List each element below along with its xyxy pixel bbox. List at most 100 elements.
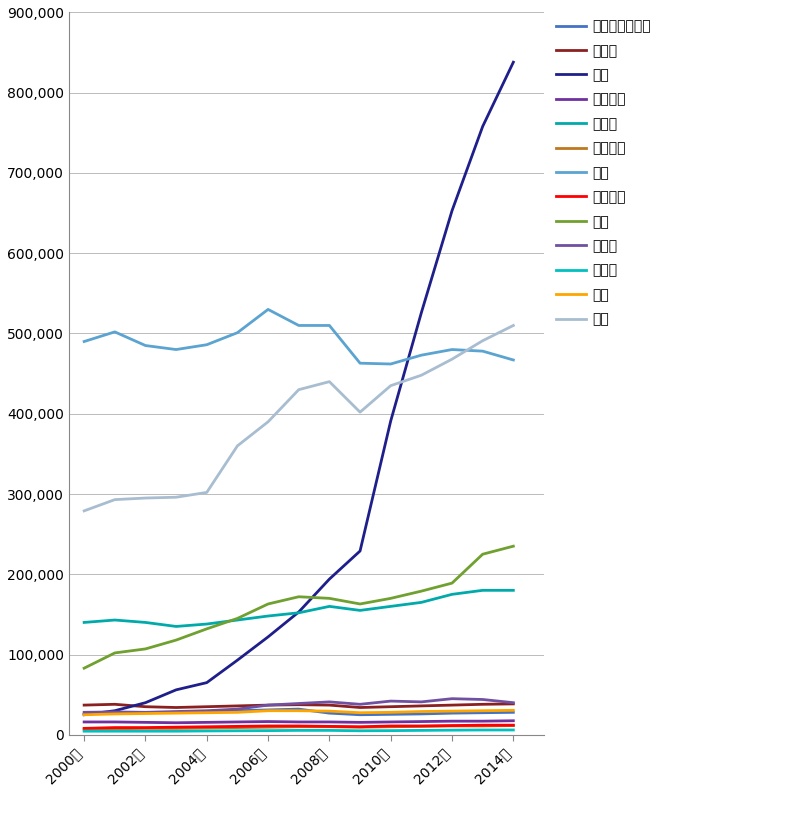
韓国 [294, 592, 303, 602]
日本 [417, 350, 426, 360]
オランダ [294, 721, 303, 731]
ロシア [202, 706, 211, 716]
日本 [355, 358, 365, 368]
オランダ [447, 721, 457, 731]
ドイツ [447, 590, 457, 600]
イタリア [325, 721, 334, 731]
スイス [79, 726, 89, 736]
オーストラリア [325, 708, 334, 718]
ロシア [79, 707, 89, 717]
米国 [355, 407, 365, 418]
中国 [141, 698, 150, 708]
フランス [233, 717, 242, 727]
Line: 韓国: 韓国 [84, 546, 514, 668]
中国 [171, 685, 181, 695]
ドイツ [417, 597, 426, 607]
ドイツ [171, 621, 181, 631]
Line: イタリア: イタリア [84, 726, 514, 729]
中国 [509, 57, 518, 67]
中国 [325, 574, 334, 584]
英国 [386, 707, 395, 717]
Line: 米国: 米国 [84, 326, 514, 511]
オランダ [202, 721, 211, 731]
日本 [141, 341, 150, 351]
スイス [171, 726, 181, 736]
オーストラリア [294, 704, 303, 714]
韓国 [263, 599, 273, 609]
イタリア [79, 724, 89, 734]
米国 [478, 336, 487, 346]
カナダ [355, 702, 365, 712]
韓国 [110, 648, 119, 658]
日本 [202, 340, 211, 350]
米国 [263, 417, 273, 427]
ドイツ [79, 617, 89, 627]
フランス [294, 717, 303, 727]
韓国 [478, 549, 487, 559]
フランス [417, 716, 426, 726]
ロシア [263, 700, 273, 710]
中国 [447, 205, 457, 215]
英国 [233, 707, 242, 717]
イタリア [509, 721, 518, 731]
オランダ [263, 721, 273, 731]
ロシア [141, 707, 150, 717]
日本 [325, 321, 334, 331]
英国 [478, 706, 487, 716]
韓国 [141, 644, 150, 654]
Line: オーストラリア: オーストラリア [84, 709, 514, 715]
ドイツ [294, 608, 303, 618]
スイス [386, 726, 395, 736]
韓国 [171, 635, 181, 645]
イタリア [141, 723, 150, 733]
日本 [509, 355, 518, 365]
韓国 [417, 586, 426, 596]
韓国 [325, 594, 334, 604]
オランダ [233, 721, 242, 731]
ロシア [110, 707, 119, 717]
フランス [79, 717, 89, 727]
オーストラリア [478, 708, 487, 718]
カナダ [447, 700, 457, 710]
中国 [110, 706, 119, 716]
フランス [478, 716, 487, 726]
韓国 [79, 663, 89, 673]
韓国 [355, 599, 365, 609]
イタリア [263, 722, 273, 732]
日本 [171, 345, 181, 355]
米国 [233, 441, 242, 451]
米国 [509, 321, 518, 331]
ロシア [417, 697, 426, 707]
フランス [447, 716, 457, 726]
英国 [325, 706, 334, 716]
ロシア [478, 695, 487, 705]
英国 [263, 706, 273, 716]
イタリア [294, 721, 303, 731]
米国 [294, 385, 303, 395]
Line: カナダ: カナダ [84, 704, 514, 707]
中国 [417, 307, 426, 317]
Legend: オーストラリア, カナダ, 中国, フランス, ドイツ, イタリア, 日本, オランダ, 韓国, ロシア, スイス, 英国, 米国: オーストラリア, カナダ, 中国, フランス, ドイツ, イタリア, 日本, オ… [556, 19, 650, 326]
フランス [110, 717, 119, 727]
ロシア [509, 698, 518, 708]
日本 [79, 337, 89, 347]
中国 [233, 655, 242, 665]
スイス [202, 726, 211, 736]
ロシア [171, 706, 181, 716]
ドイツ [110, 615, 119, 625]
スイス [141, 726, 150, 736]
Line: 中国: 中国 [84, 62, 514, 715]
日本 [447, 345, 457, 355]
英国 [110, 709, 119, 719]
スイス [447, 725, 457, 735]
カナダ [202, 701, 211, 711]
オーストラリア [233, 706, 242, 716]
カナダ [171, 702, 181, 712]
オランダ [79, 723, 89, 733]
スイス [263, 726, 273, 736]
カナダ [294, 700, 303, 710]
カナダ [263, 700, 273, 710]
米国 [417, 370, 426, 380]
米国 [447, 354, 457, 364]
スイス [110, 726, 119, 736]
